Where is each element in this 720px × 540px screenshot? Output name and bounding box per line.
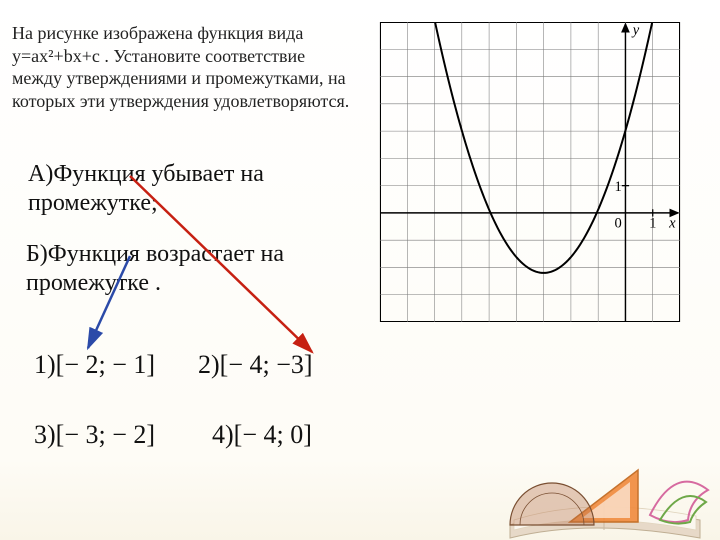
french-curve-icon: [650, 482, 708, 524]
svg-text:x: x: [668, 215, 676, 231]
corner-art-svg: [450, 430, 720, 540]
svg-text:y: y: [631, 23, 640, 39]
intro-text: На рисунке изображена функция вида y=ax²…: [12, 22, 352, 112]
svg-text:1: 1: [649, 215, 656, 231]
svg-text:0: 0: [615, 215, 622, 231]
option-4: 4)[− 4; 0]: [212, 420, 312, 450]
statement-a: А)Функция убывает на промежутке;: [28, 160, 328, 218]
graph-svg: y x 0 1 1: [365, 22, 695, 322]
protractor-icon: [510, 483, 594, 525]
triangle-ruler-icon: [570, 470, 638, 522]
option-3: 3)[− 3; − 2]: [34, 420, 155, 450]
book-icon: [510, 500, 700, 538]
svg-text:1: 1: [615, 179, 622, 195]
axes: [380, 24, 678, 322]
option-2: 2)[− 4; −3]: [198, 350, 313, 380]
grid-lines: [380, 22, 680, 322]
option-1: 1)[− 2; − 1]: [34, 350, 155, 380]
graph-panel: y x 0 1 1: [365, 22, 695, 322]
grid-border: [380, 22, 679, 321]
corner-art: [450, 430, 720, 540]
statement-b: Б)Функция возрастает на промежутке .: [26, 240, 346, 298]
